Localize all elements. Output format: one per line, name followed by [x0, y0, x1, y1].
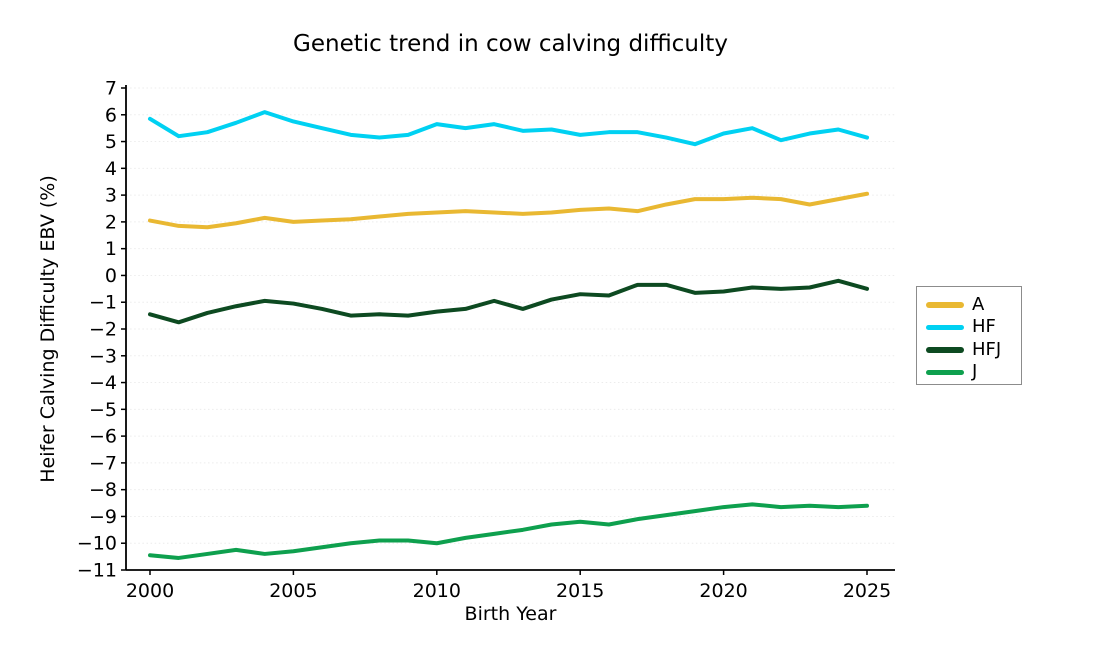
- legend-swatch-J: [926, 369, 964, 376]
- legend-item-HFJ: HFJ: [926, 339, 1021, 361]
- legend-swatch-HF: [926, 324, 964, 331]
- x-tick-label: 2000: [126, 580, 174, 602]
- y-tick-label: −1: [89, 292, 117, 314]
- legend-label-J: J: [972, 361, 978, 383]
- series-line-HFJ: [148, 278, 869, 325]
- legend-item-J: J: [926, 361, 1021, 383]
- y-tick-label: 1: [105, 238, 117, 260]
- series-line-HF: [148, 110, 869, 147]
- legend-item-HF: HF: [926, 316, 1021, 338]
- y-tick-label: −8: [89, 479, 117, 501]
- y-tick-label: −10: [77, 533, 117, 555]
- y-tick-label: −7: [89, 452, 117, 474]
- legend-label-A: A: [972, 294, 985, 315]
- y-tick-label: 3: [105, 185, 117, 207]
- legend-swatch-A: [926, 302, 964, 308]
- x-axis-label: Birth Year: [464, 603, 557, 625]
- legend-label-HF: HF: [972, 316, 996, 338]
- x-tick-label: 2015: [556, 580, 604, 602]
- legend-item-A: A: [926, 294, 1021, 316]
- y-tick-label: 6: [105, 104, 117, 126]
- x-tick-label: 2025: [843, 580, 891, 602]
- legend-label-HFJ: HFJ: [972, 338, 1002, 360]
- chart-title: Genetic trend in cow calving difficulty: [293, 31, 728, 57]
- x-tick-label: 2005: [269, 580, 317, 602]
- y-tick-label: −2: [89, 319, 117, 341]
- y-tick-label: −5: [89, 399, 117, 421]
- y-tick-label: −3: [89, 345, 117, 367]
- y-tick-label: −9: [89, 506, 117, 528]
- y-tick-label: 4: [105, 158, 117, 180]
- series-line-J: [148, 502, 869, 560]
- legend: A HF HFJ J: [916, 286, 1022, 385]
- y-tick-label: 0: [105, 265, 117, 287]
- y-tick-label: 2: [105, 211, 117, 233]
- x-tick-label: 2020: [699, 580, 747, 602]
- y-tick-label: −6: [89, 426, 117, 448]
- y-tick-label: −4: [89, 372, 117, 394]
- series-line-A: [148, 191, 869, 230]
- legend-swatch-HFJ: [926, 347, 964, 353]
- x-tick-label: 2010: [413, 580, 461, 602]
- y-tick-label: 7: [105, 78, 117, 100]
- y-tick-label: 5: [105, 131, 117, 153]
- y-tick-label: −11: [77, 560, 117, 582]
